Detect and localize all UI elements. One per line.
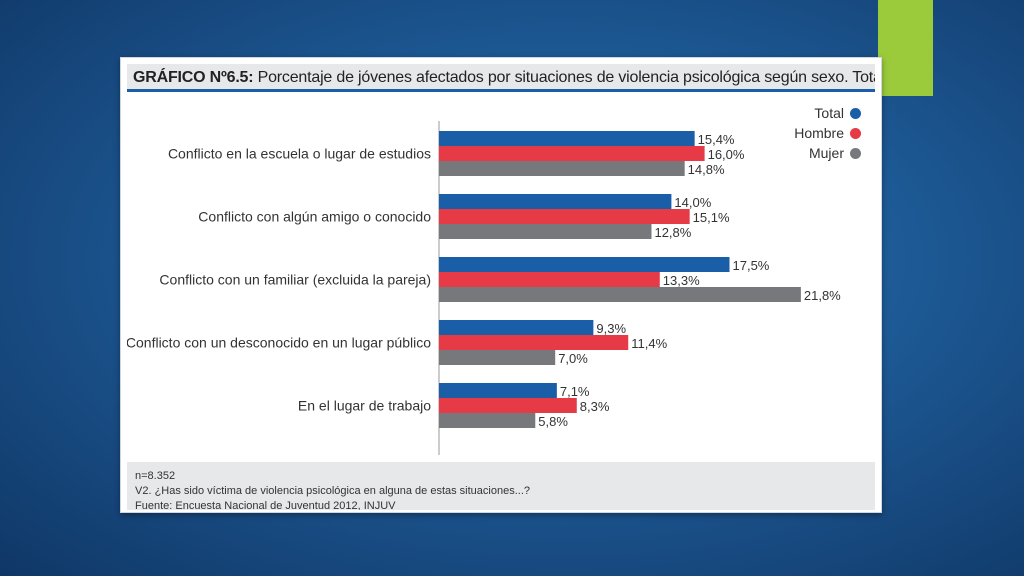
chart-title: GRÁFICO Nº6.5: Porcentaje de jóvenes afe… — [127, 64, 875, 92]
legend: Total Hombre Mujer — [794, 103, 861, 163]
data-label-hombre-2: 15,1% — [693, 210, 730, 225]
legend-swatch-total — [850, 108, 861, 119]
data-label-hombre-5: 8,3% — [580, 399, 610, 414]
data-label-hombre-4: 11,4% — [631, 336, 667, 351]
bar-mujer-2 — [439, 224, 652, 239]
data-label-mujer-1: 14,8% — [688, 162, 725, 177]
data-label-hombre-3: 13,3% — [663, 273, 700, 288]
category-label-conflicto-en-la-escuela-o-lugar-de-estudios: Conflicto en la escuela o lugar de estud… — [168, 146, 431, 162]
data-label-total-3: 17,5% — [733, 258, 770, 273]
chart-footer: n=8.352 V2. ¿Has sido víctima de violenc… — [127, 462, 875, 510]
bar-hombre-4 — [439, 335, 629, 350]
data-label-total-4: 9,3% — [596, 321, 626, 336]
question-note: V2. ¿Has sido víctima de violencia psico… — [135, 485, 530, 497]
accent-bar — [878, 0, 933, 96]
sample-size-note: n=8.352 — [135, 470, 176, 482]
legend-item-mujer: Mujer — [794, 143, 861, 163]
bar-total-1 — [439, 131, 695, 146]
category-label-conflicto-con-algun-amigo-o-conocido: Conflicto con algún amigo o conocido — [198, 209, 431, 225]
category-label-conflicto-con-un-desconocido-en-un-lugar-publico: Conflicto con un desconocido en un lugar… — [127, 335, 431, 351]
chart-card: GRÁFICO Nº6.5: Porcentaje de jóvenes afe… — [120, 57, 882, 513]
data-label-mujer-2: 12,8% — [654, 225, 691, 240]
legend-item-total: Total — [794, 103, 861, 123]
legend-label-total: Total — [814, 105, 844, 121]
data-label-total-2: 14,0% — [674, 195, 711, 210]
chart-title-prefix: GRÁFICO Nº6.5: — [133, 69, 254, 86]
legend-swatch-mujer — [850, 148, 861, 159]
bar-mujer-4 — [439, 350, 556, 365]
chart-title-text: Porcentaje de jóvenes afectados por situ… — [257, 69, 875, 86]
plot-area: Conflicto en la escuela o lugar de estud… — [127, 95, 875, 462]
bar-hombre-3 — [439, 272, 660, 287]
legend-swatch-hombre — [850, 128, 861, 139]
category-label-conflicto-con-un-familiar-excluida-la-pareja: Conflicto con un familiar (excluida la p… — [159, 272, 431, 288]
bar-total-5 — [439, 383, 557, 398]
data-label-hombre-1: 16,0% — [708, 147, 745, 162]
bar-hombre-2 — [439, 209, 690, 224]
bar-mujer-1 — [439, 161, 685, 176]
bar-total-3 — [439, 257, 730, 272]
source-note: Fuente: Encuesta Nacional de Juventud 20… — [135, 500, 396, 510]
data-label-total-5: 7,1% — [560, 384, 590, 399]
bar-mujer-5 — [439, 413, 536, 428]
bar-total-2 — [439, 194, 672, 209]
legend-label-hombre: Hombre — [794, 125, 844, 141]
data-label-mujer-5: 5,8% — [538, 414, 568, 429]
category-label-en-el-lugar-de-trabajo: En el lugar de trabajo — [298, 398, 431, 414]
bar-hombre-1 — [439, 146, 705, 161]
bar-hombre-5 — [439, 398, 577, 413]
data-label-total-1: 15,4% — [698, 132, 735, 147]
bar-mujer-3 — [439, 287, 801, 302]
bar-chart: Conflicto en la escuela o lugar de estud… — [127, 121, 841, 455]
legend-item-hombre: Hombre — [794, 123, 861, 143]
data-label-mujer-3: 21,8% — [804, 288, 841, 303]
bar-total-4 — [439, 320, 594, 335]
legend-label-mujer: Mujer — [808, 145, 844, 161]
data-label-mujer-4: 7,0% — [558, 351, 588, 366]
